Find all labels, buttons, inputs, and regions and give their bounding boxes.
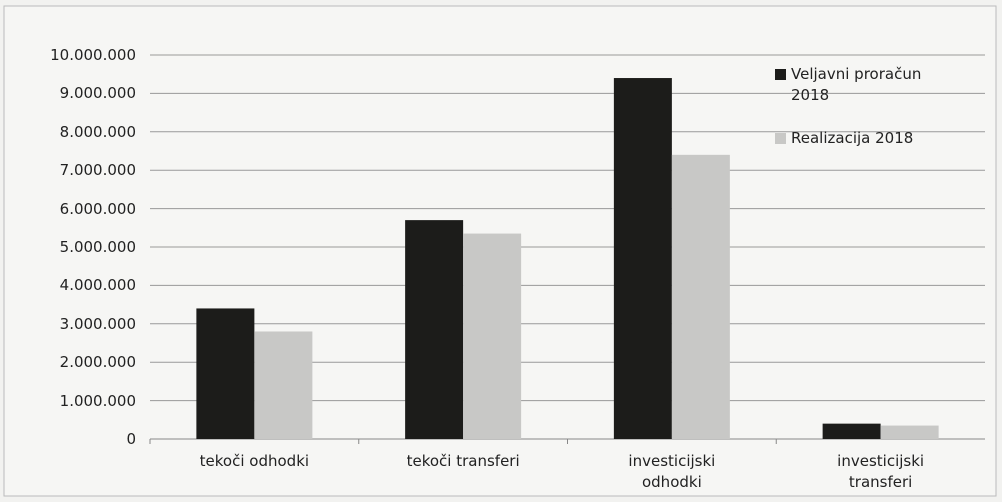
y-tick-label: 10.000.000 bbox=[50, 46, 136, 64]
bar bbox=[880, 425, 939, 439]
y-tick-label: 9.000.000 bbox=[59, 84, 136, 103]
bar bbox=[822, 423, 881, 439]
legend-swatch bbox=[775, 69, 786, 80]
bar bbox=[254, 331, 313, 439]
y-tick-label: 2.000.000 bbox=[59, 353, 136, 372]
bar bbox=[613, 78, 672, 439]
x-tick-label: investicijski transferi bbox=[837, 452, 925, 491]
legend-swatch bbox=[775, 133, 786, 144]
legend-label: Veljavni proračun 2018 bbox=[791, 65, 922, 104]
y-tick-label: 7.000.000 bbox=[59, 161, 136, 180]
bar bbox=[196, 308, 255, 439]
bar bbox=[405, 220, 464, 439]
x-tick-label: tekoči odhodki bbox=[199, 452, 310, 470]
legend-label: Realizacija 2018 bbox=[791, 129, 914, 147]
x-tick-label: investicijski odhodki bbox=[628, 452, 716, 491]
y-tick-label: 8.000.000 bbox=[59, 122, 136, 141]
x-tick-label: tekoči transferi bbox=[406, 452, 520, 470]
bar bbox=[463, 233, 522, 439]
y-tick-label: 3.000.000 bbox=[59, 314, 136, 333]
bar bbox=[671, 154, 730, 439]
y-tick-label: 4.000.000 bbox=[59, 276, 136, 295]
y-tick-label: 5.000.000 bbox=[59, 238, 136, 256]
y-tick-label: 0 bbox=[126, 430, 136, 448]
y-tick-label: 6.000.000 bbox=[59, 199, 136, 218]
y-tick-label: 1.000.000 bbox=[59, 391, 136, 410]
